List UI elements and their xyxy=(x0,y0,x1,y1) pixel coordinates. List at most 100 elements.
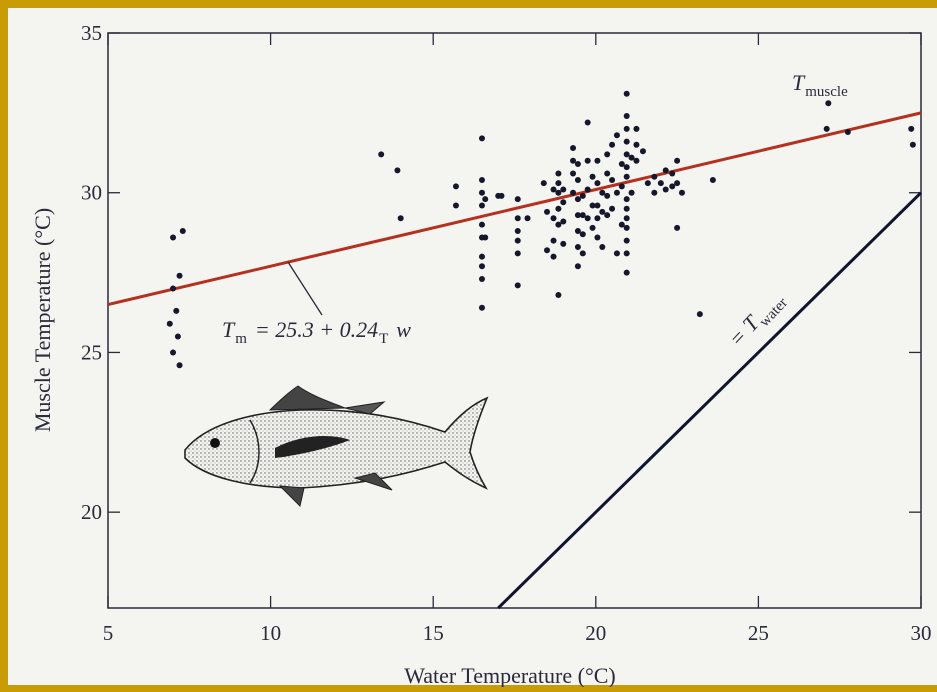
data-point xyxy=(452,202,459,209)
data-point xyxy=(540,180,547,187)
data-point xyxy=(909,141,916,148)
data-point xyxy=(651,189,658,196)
fish-pectoral-fin xyxy=(275,436,350,458)
data-point xyxy=(560,218,567,225)
data-point xyxy=(594,180,601,187)
data-point xyxy=(639,148,646,155)
muscle-label: Tmuscle xyxy=(792,70,848,100)
fit-label-part: w xyxy=(396,317,411,342)
data-point xyxy=(579,250,586,257)
data-point xyxy=(589,173,596,180)
data-point xyxy=(579,212,586,219)
data-point xyxy=(623,205,630,212)
data-point xyxy=(550,237,557,244)
data-point xyxy=(623,196,630,203)
data-point xyxy=(570,170,577,177)
fish-dorsal-fin xyxy=(268,385,346,411)
data-point xyxy=(633,125,640,132)
data-point xyxy=(174,333,181,340)
data-point xyxy=(544,208,551,215)
data-point xyxy=(618,183,625,190)
data-point xyxy=(570,189,577,196)
data-point xyxy=(618,160,625,167)
data-point xyxy=(579,192,586,199)
data-point xyxy=(378,151,385,158)
data-point xyxy=(574,196,581,203)
tuna-illustration xyxy=(184,385,489,507)
data-point xyxy=(674,224,681,231)
data-point xyxy=(674,180,681,187)
data-point xyxy=(594,157,601,164)
data-point xyxy=(173,307,180,314)
y-tick-label: 25 xyxy=(81,340,102,364)
data-point xyxy=(599,189,606,196)
data-point xyxy=(560,240,567,247)
data-point xyxy=(604,151,611,158)
data-point xyxy=(570,157,577,164)
x-tick-label: 10 xyxy=(260,621,281,645)
data-point xyxy=(514,228,521,235)
data-point xyxy=(478,221,485,228)
data-point xyxy=(609,205,616,212)
data-point xyxy=(599,208,606,215)
data-point xyxy=(633,157,640,164)
data-point xyxy=(574,160,581,167)
data-point xyxy=(570,145,577,151)
data-point xyxy=(589,224,596,231)
data-point xyxy=(176,362,183,369)
data-point xyxy=(170,234,177,241)
fish-gill xyxy=(249,419,260,484)
y-tick-label: 35 xyxy=(81,21,102,45)
data-point xyxy=(394,167,401,174)
x-tick-label: 30 xyxy=(911,621,932,645)
data-point xyxy=(478,189,485,196)
data-point xyxy=(170,285,177,292)
data-point xyxy=(514,196,521,203)
data-point xyxy=(574,212,581,219)
data-point xyxy=(709,176,716,183)
data-point xyxy=(623,215,630,222)
data-point xyxy=(609,176,616,183)
data-point xyxy=(514,215,521,222)
data-point xyxy=(555,291,562,298)
x-axis-title: Water Temperature (°C) xyxy=(404,663,616,687)
data-point xyxy=(604,192,611,199)
data-point xyxy=(555,189,562,196)
y-tick-label: 30 xyxy=(81,181,102,205)
data-point xyxy=(623,224,630,231)
data-point xyxy=(657,180,664,187)
fit-line xyxy=(107,111,922,306)
data-point xyxy=(584,186,591,193)
fish-pelvic-fin xyxy=(278,485,305,507)
data-point xyxy=(628,154,635,161)
data-point xyxy=(478,304,485,311)
fit-label-part: T xyxy=(222,317,236,342)
data-point xyxy=(669,170,676,177)
fish-eye xyxy=(210,438,220,448)
data-point xyxy=(623,90,630,97)
data-point xyxy=(584,215,591,222)
data-point xyxy=(623,151,630,158)
data-point xyxy=(584,157,591,164)
data-point xyxy=(550,186,557,193)
data-point xyxy=(482,196,489,203)
data-point xyxy=(482,234,489,241)
data-point xyxy=(550,215,557,222)
data-point xyxy=(574,263,581,270)
data-point xyxy=(644,180,651,187)
plot-frame xyxy=(107,32,922,609)
data-point xyxy=(574,228,581,235)
data-point xyxy=(176,272,183,279)
data-point xyxy=(599,244,606,251)
data-point xyxy=(678,189,685,196)
data-point xyxy=(179,228,186,235)
data-point xyxy=(579,231,586,238)
data-point xyxy=(623,269,630,276)
data-point xyxy=(618,221,625,228)
data-point xyxy=(589,202,596,209)
data-point xyxy=(696,311,703,318)
data-point xyxy=(555,180,562,187)
data-point xyxy=(604,170,611,177)
fish-second-fin xyxy=(344,401,386,415)
